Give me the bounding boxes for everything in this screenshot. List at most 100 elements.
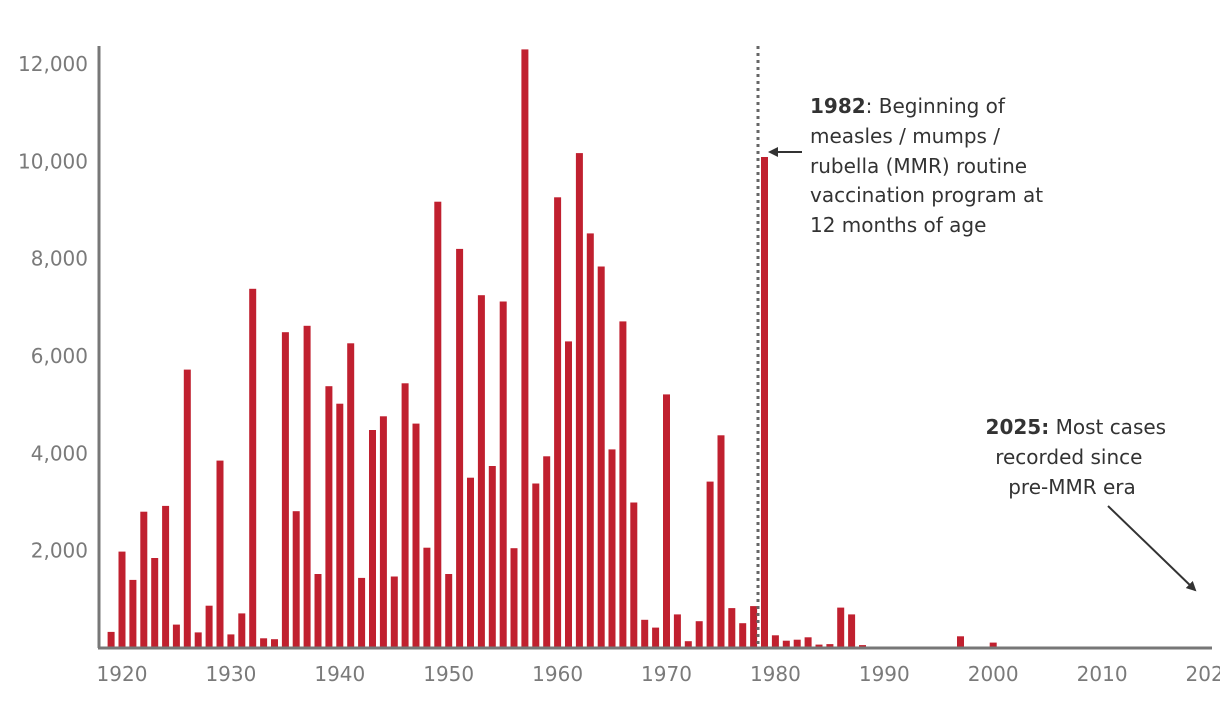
bar-1926	[183, 369, 191, 648]
annotation-1982-bold: 1982	[810, 94, 866, 118]
y-tick-label-8000: 8,000	[31, 247, 88, 271]
bar-1954	[488, 466, 496, 648]
bar-1921	[129, 579, 137, 648]
bar-1948	[423, 547, 431, 648]
bar-1959	[543, 456, 551, 648]
bar-1943	[369, 430, 376, 648]
bar-1949	[434, 201, 442, 648]
y-tick-label-12000: 12,000	[18, 52, 88, 76]
bar-1967	[630, 502, 638, 648]
x-tick-label-1980: 1980	[750, 662, 801, 686]
bar-1968	[641, 619, 649, 648]
bar-1941	[347, 343, 355, 648]
bar-1953	[477, 295, 485, 648]
bar-1945	[390, 576, 398, 648]
bar-1951	[456, 248, 464, 648]
bar-1939	[325, 386, 333, 648]
annotation-1982-line-5: 12 months of age	[810, 213, 986, 237]
annotation-2025-bold: 2025:	[986, 415, 1050, 439]
x-tick-label-1970: 1970	[641, 662, 692, 686]
bar-1956	[510, 548, 518, 648]
y-tick-label-2000: 2,000	[31, 539, 88, 563]
bar-1970	[663, 394, 670, 648]
x-tick-label-1920: 1920	[97, 662, 148, 686]
x-tick-label-1950: 1950	[423, 662, 474, 686]
bar-1934	[271, 639, 278, 648]
bar-1984	[815, 644, 823, 648]
bar-1930	[227, 634, 235, 648]
bar-1950	[445, 574, 453, 648]
bar-1919	[107, 631, 115, 648]
bar-1964	[597, 266, 605, 648]
bar-1981	[782, 640, 790, 648]
annotation-2025-line-3: pre-MMR era	[1008, 475, 1136, 499]
annotation-1982: 1982: Beginning of measles / mumps / rub…	[810, 94, 1049, 237]
bars-group	[107, 49, 997, 649]
bar-1975	[717, 435, 725, 648]
x-tick-label-1930: 1930	[205, 662, 256, 686]
bar-1933	[260, 638, 268, 648]
bar-1987	[848, 614, 856, 648]
x-tick-label-2010: 2010	[1077, 662, 1128, 686]
bar-1935	[281, 332, 289, 648]
x-axis-ticks: 1920 1930 1940 1950 1960 1970 1980 1990 2000 2010…	[97, 662, 1220, 686]
x-tick-label-1990: 1990	[859, 662, 910, 686]
bar-1997	[957, 636, 964, 648]
bar-1952	[467, 477, 474, 648]
bar-2000	[989, 642, 997, 648]
bar-1965	[608, 449, 616, 648]
bar-1929	[216, 460, 224, 648]
bar-1957	[521, 49, 529, 648]
bar-1927	[194, 632, 202, 648]
bar-1969	[652, 627, 660, 648]
y-tick-label-6000: 6,000	[31, 344, 88, 368]
annotation-2025-line-1: Most cases	[1049, 415, 1166, 439]
bar-1946	[401, 383, 409, 648]
bar-1966	[619, 321, 627, 648]
annotation-1982-line-3: rubella (MMR) routine	[810, 154, 1027, 178]
bar-1982	[793, 639, 801, 648]
bar-1924	[162, 505, 170, 648]
bar-1937	[303, 325, 311, 648]
bar-1931	[238, 613, 246, 648]
x-tick-label-2020: 2020	[1186, 662, 1220, 686]
y-tick-label-10000: 10,000	[18, 149, 88, 173]
bar-1922	[140, 511, 148, 648]
bar-1942	[358, 577, 366, 648]
bar-1979	[761, 157, 768, 648]
bar-1920	[118, 551, 126, 648]
bar-1971	[673, 614, 681, 648]
x-tick-label-1960: 1960	[532, 662, 583, 686]
record-2025-arrow	[1107, 505, 1197, 592]
bar-1940	[336, 403, 344, 648]
bar-1977	[739, 623, 747, 648]
bar-1980	[771, 635, 779, 648]
bar-1972	[684, 641, 692, 648]
annotation-1982-line-1: : Beginning of	[866, 94, 1006, 118]
y-axis-ticks: 2,000 4,000 6,000 8,000 10,000 12,000	[18, 52, 88, 563]
bar-1925	[172, 624, 180, 648]
bar-1936	[292, 511, 300, 648]
bar-1963	[586, 233, 594, 648]
annotation-2025: 2025: Most cases recorded since pre-MMR …	[986, 415, 1173, 499]
bar-1986	[837, 607, 845, 648]
bar-1961	[565, 341, 572, 648]
annotation-1982-line-4: vaccination program at	[810, 183, 1043, 207]
bar-1960	[554, 197, 562, 649]
bar-1938	[314, 574, 322, 648]
bar-1983	[804, 637, 812, 648]
y-tick-label-4000: 4,000	[31, 441, 88, 465]
bar-1958	[532, 483, 540, 648]
bar-1974	[706, 481, 714, 648]
bar-1947	[412, 423, 420, 648]
bar-1955	[499, 301, 507, 648]
bar-1928	[205, 605, 213, 648]
bar-1976	[728, 608, 736, 648]
x-tick-label-1940: 1940	[314, 662, 365, 686]
bar-1985	[826, 644, 834, 648]
bar-1944	[379, 416, 387, 648]
bar-1978	[750, 606, 758, 648]
bar-1973	[695, 621, 703, 648]
bar-1923	[151, 558, 159, 648]
